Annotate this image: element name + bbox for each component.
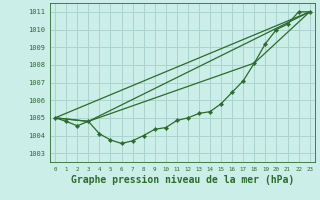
X-axis label: Graphe pression niveau de la mer (hPa): Graphe pression niveau de la mer (hPa) [71,175,294,185]
